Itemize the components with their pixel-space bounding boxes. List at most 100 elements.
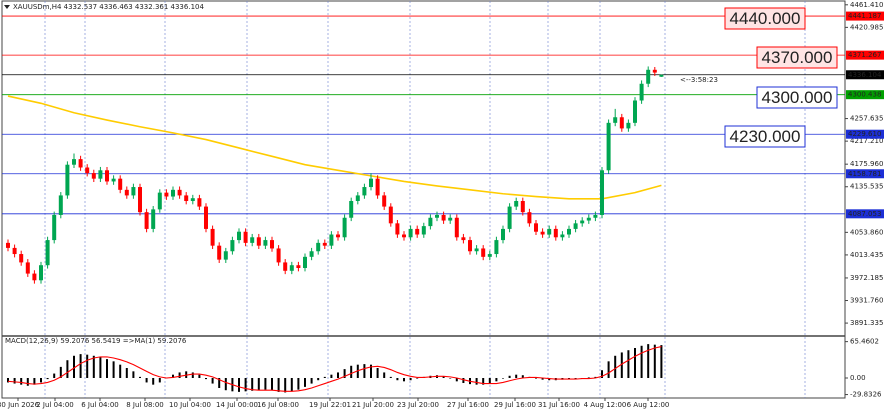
x-tick-label: 27 Jul 16:00 — [447, 401, 489, 409]
macd-bar — [238, 378, 240, 392]
candle-body — [514, 201, 519, 207]
candle-body — [468, 240, 472, 252]
macd-bar — [139, 376, 141, 378]
level-price-box — [846, 90, 884, 100]
candle-body — [487, 254, 492, 257]
candle-body — [98, 170, 103, 179]
candle-body — [78, 159, 83, 168]
candle-body — [91, 173, 96, 179]
macd-bar — [125, 368, 128, 378]
candle-body — [567, 228, 571, 235]
macd-bar — [634, 348, 636, 378]
countdown: <--3:58:23 — [680, 76, 718, 84]
candle-body — [626, 122, 631, 129]
macd-bar — [541, 378, 544, 380]
macd-bar — [317, 378, 320, 381]
candle-body — [12, 247, 17, 255]
x-tick-label: 23 Jul 20:00 — [397, 401, 439, 409]
x-tick-label: 29 Jul 16:00 — [494, 401, 536, 409]
macd-bar — [92, 355, 95, 378]
macd-bar — [297, 378, 300, 390]
candle-body — [586, 217, 591, 221]
candle-body — [547, 228, 552, 235]
annotation-text: 4300.000 — [762, 88, 833, 107]
macd-bar — [211, 378, 214, 384]
macd-bar — [587, 377, 590, 378]
annotation-text: 4440.000 — [730, 9, 801, 28]
candle-body — [217, 245, 222, 260]
x-tick-label: 6 Aug 12:00 — [627, 401, 670, 409]
moving-average — [7, 95, 662, 200]
candle-body — [237, 231, 241, 241]
macd-bar — [488, 378, 491, 384]
candle-body — [263, 240, 268, 246]
candle-body — [534, 223, 538, 232]
macd-bar — [462, 378, 465, 383]
macd-bar — [310, 378, 313, 384]
candle-body — [171, 189, 175, 197]
y-tick-label: 4420.985 — [850, 23, 883, 31]
macd-bar — [482, 378, 485, 385]
macd-bar — [442, 376, 445, 378]
level-price-box — [846, 70, 884, 80]
candle-body — [613, 117, 618, 123]
macd-bar — [86, 354, 89, 378]
macd-bar — [660, 345, 663, 378]
macd-bar — [13, 378, 16, 384]
macd-bar — [172, 374, 174, 378]
macd-bar — [132, 371, 135, 378]
candle-body — [111, 178, 116, 182]
level-price-label: 4371.267 — [848, 51, 881, 59]
macd-bar — [191, 372, 194, 378]
candle-body — [151, 209, 156, 229]
macd-signal — [7, 346, 662, 392]
macd-bar — [574, 378, 577, 379]
candle-body — [256, 237, 261, 246]
candle-body — [39, 265, 43, 281]
y-tick-label: 4175.960 — [850, 160, 883, 168]
level-price-box — [846, 209, 884, 219]
macd-bar — [535, 378, 537, 379]
macd-bar — [40, 378, 42, 383]
candle-body — [560, 234, 565, 238]
menu-arrow[interactable] — [4, 5, 10, 9]
level-price-label: 4158.781 — [848, 170, 881, 178]
macd-bar — [158, 378, 161, 383]
macd-bar — [73, 355, 75, 378]
macd-bar — [20, 378, 23, 385]
macd-bar — [640, 345, 643, 378]
macd-bar — [403, 378, 405, 382]
candle-body — [296, 265, 301, 268]
candle-body — [322, 242, 327, 246]
candle-body — [45, 240, 50, 266]
macd-bar — [350, 365, 353, 378]
candle-body — [230, 240, 235, 252]
candle-body — [210, 228, 215, 246]
annotation-box — [724, 125, 806, 148]
candle-body — [573, 223, 578, 229]
macd-bar — [119, 364, 122, 378]
plot-frame — [1, 0, 846, 399]
candle-body — [303, 256, 307, 268]
candle-body — [527, 212, 532, 224]
macd-bar — [607, 361, 610, 378]
level-price-box — [846, 129, 884, 139]
annotation-text: 4370.000 — [762, 48, 833, 67]
x-tick-label: 21 Jul 20:00 — [352, 401, 394, 409]
macd-bar — [277, 378, 280, 392]
candle-body — [177, 189, 182, 196]
candle-body — [606, 122, 611, 171]
x-tick-label: 10 Jul 04:00 — [169, 401, 211, 409]
candle-body — [481, 248, 486, 257]
macd-bar — [337, 372, 339, 378]
macd-bar — [152, 378, 155, 385]
candle-body — [316, 242, 321, 252]
candle-body — [190, 198, 195, 201]
macd-bar — [396, 378, 399, 381]
annotation-text: 4230.000 — [730, 127, 801, 146]
candle-body — [336, 234, 340, 238]
x-tick-label: 6 Jul 04:00 — [81, 401, 119, 409]
macd-bar — [389, 376, 392, 378]
candle-body — [441, 214, 446, 221]
